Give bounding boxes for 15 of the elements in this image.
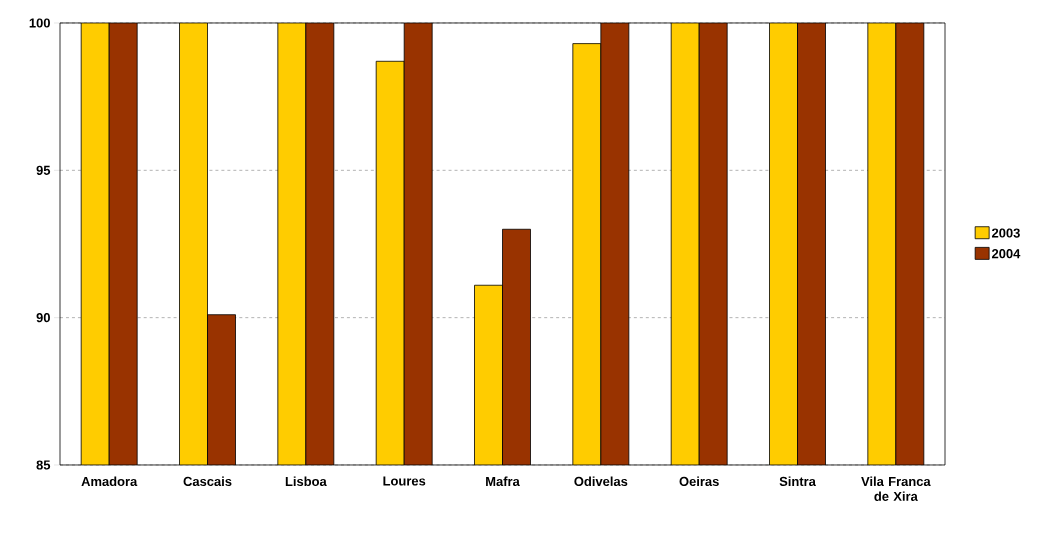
x-tick-label: Oeiras — [679, 476, 719, 487]
x-tick-label: Lisboa — [285, 476, 327, 487]
legend-label: 2003 — [991, 228, 1020, 238]
x-tick-label: Loures — [383, 476, 426, 486]
legend-label: 2004 — [991, 249, 1021, 259]
y-tick-label: 100 — [29, 18, 50, 28]
x-tick-label: Sintra — [779, 476, 816, 487]
y-tick-label: 85 — [36, 460, 51, 470]
y-tick-label: 95 — [36, 165, 51, 175]
x-tick-label: Amadora — [81, 476, 138, 487]
x-tick-label: Mafra — [486, 476, 520, 487]
x-tick-label: Vila Franca de Xira — [861, 476, 931, 501]
x-tick-label: Odivelas — [574, 476, 628, 487]
y-tick-label: 90 — [36, 313, 50, 323]
x-tick-label: Cascais — [183, 476, 232, 487]
